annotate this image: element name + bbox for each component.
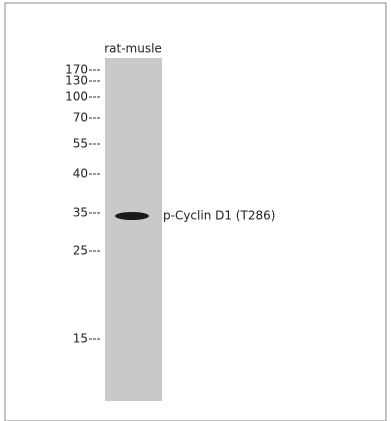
- lane-label: rat-musle: [104, 42, 162, 56]
- marker-label: 70: [73, 111, 88, 125]
- marker-label: 100: [65, 90, 88, 104]
- marker-label: 55: [73, 137, 88, 151]
- marker-label: 15: [73, 332, 88, 346]
- marker-label: 35: [73, 206, 88, 220]
- protein-band: [115, 212, 149, 220]
- band-label: p-Cyclin D1 (T286): [163, 209, 275, 223]
- marker-label: 130: [65, 74, 88, 88]
- marker-label: 25: [73, 244, 88, 258]
- gel-lane: [105, 58, 162, 401]
- blot-figure: rat-musle p-Cyclin D1 (T286) 17013010070…: [0, 0, 391, 421]
- marker-label: 40: [73, 167, 88, 181]
